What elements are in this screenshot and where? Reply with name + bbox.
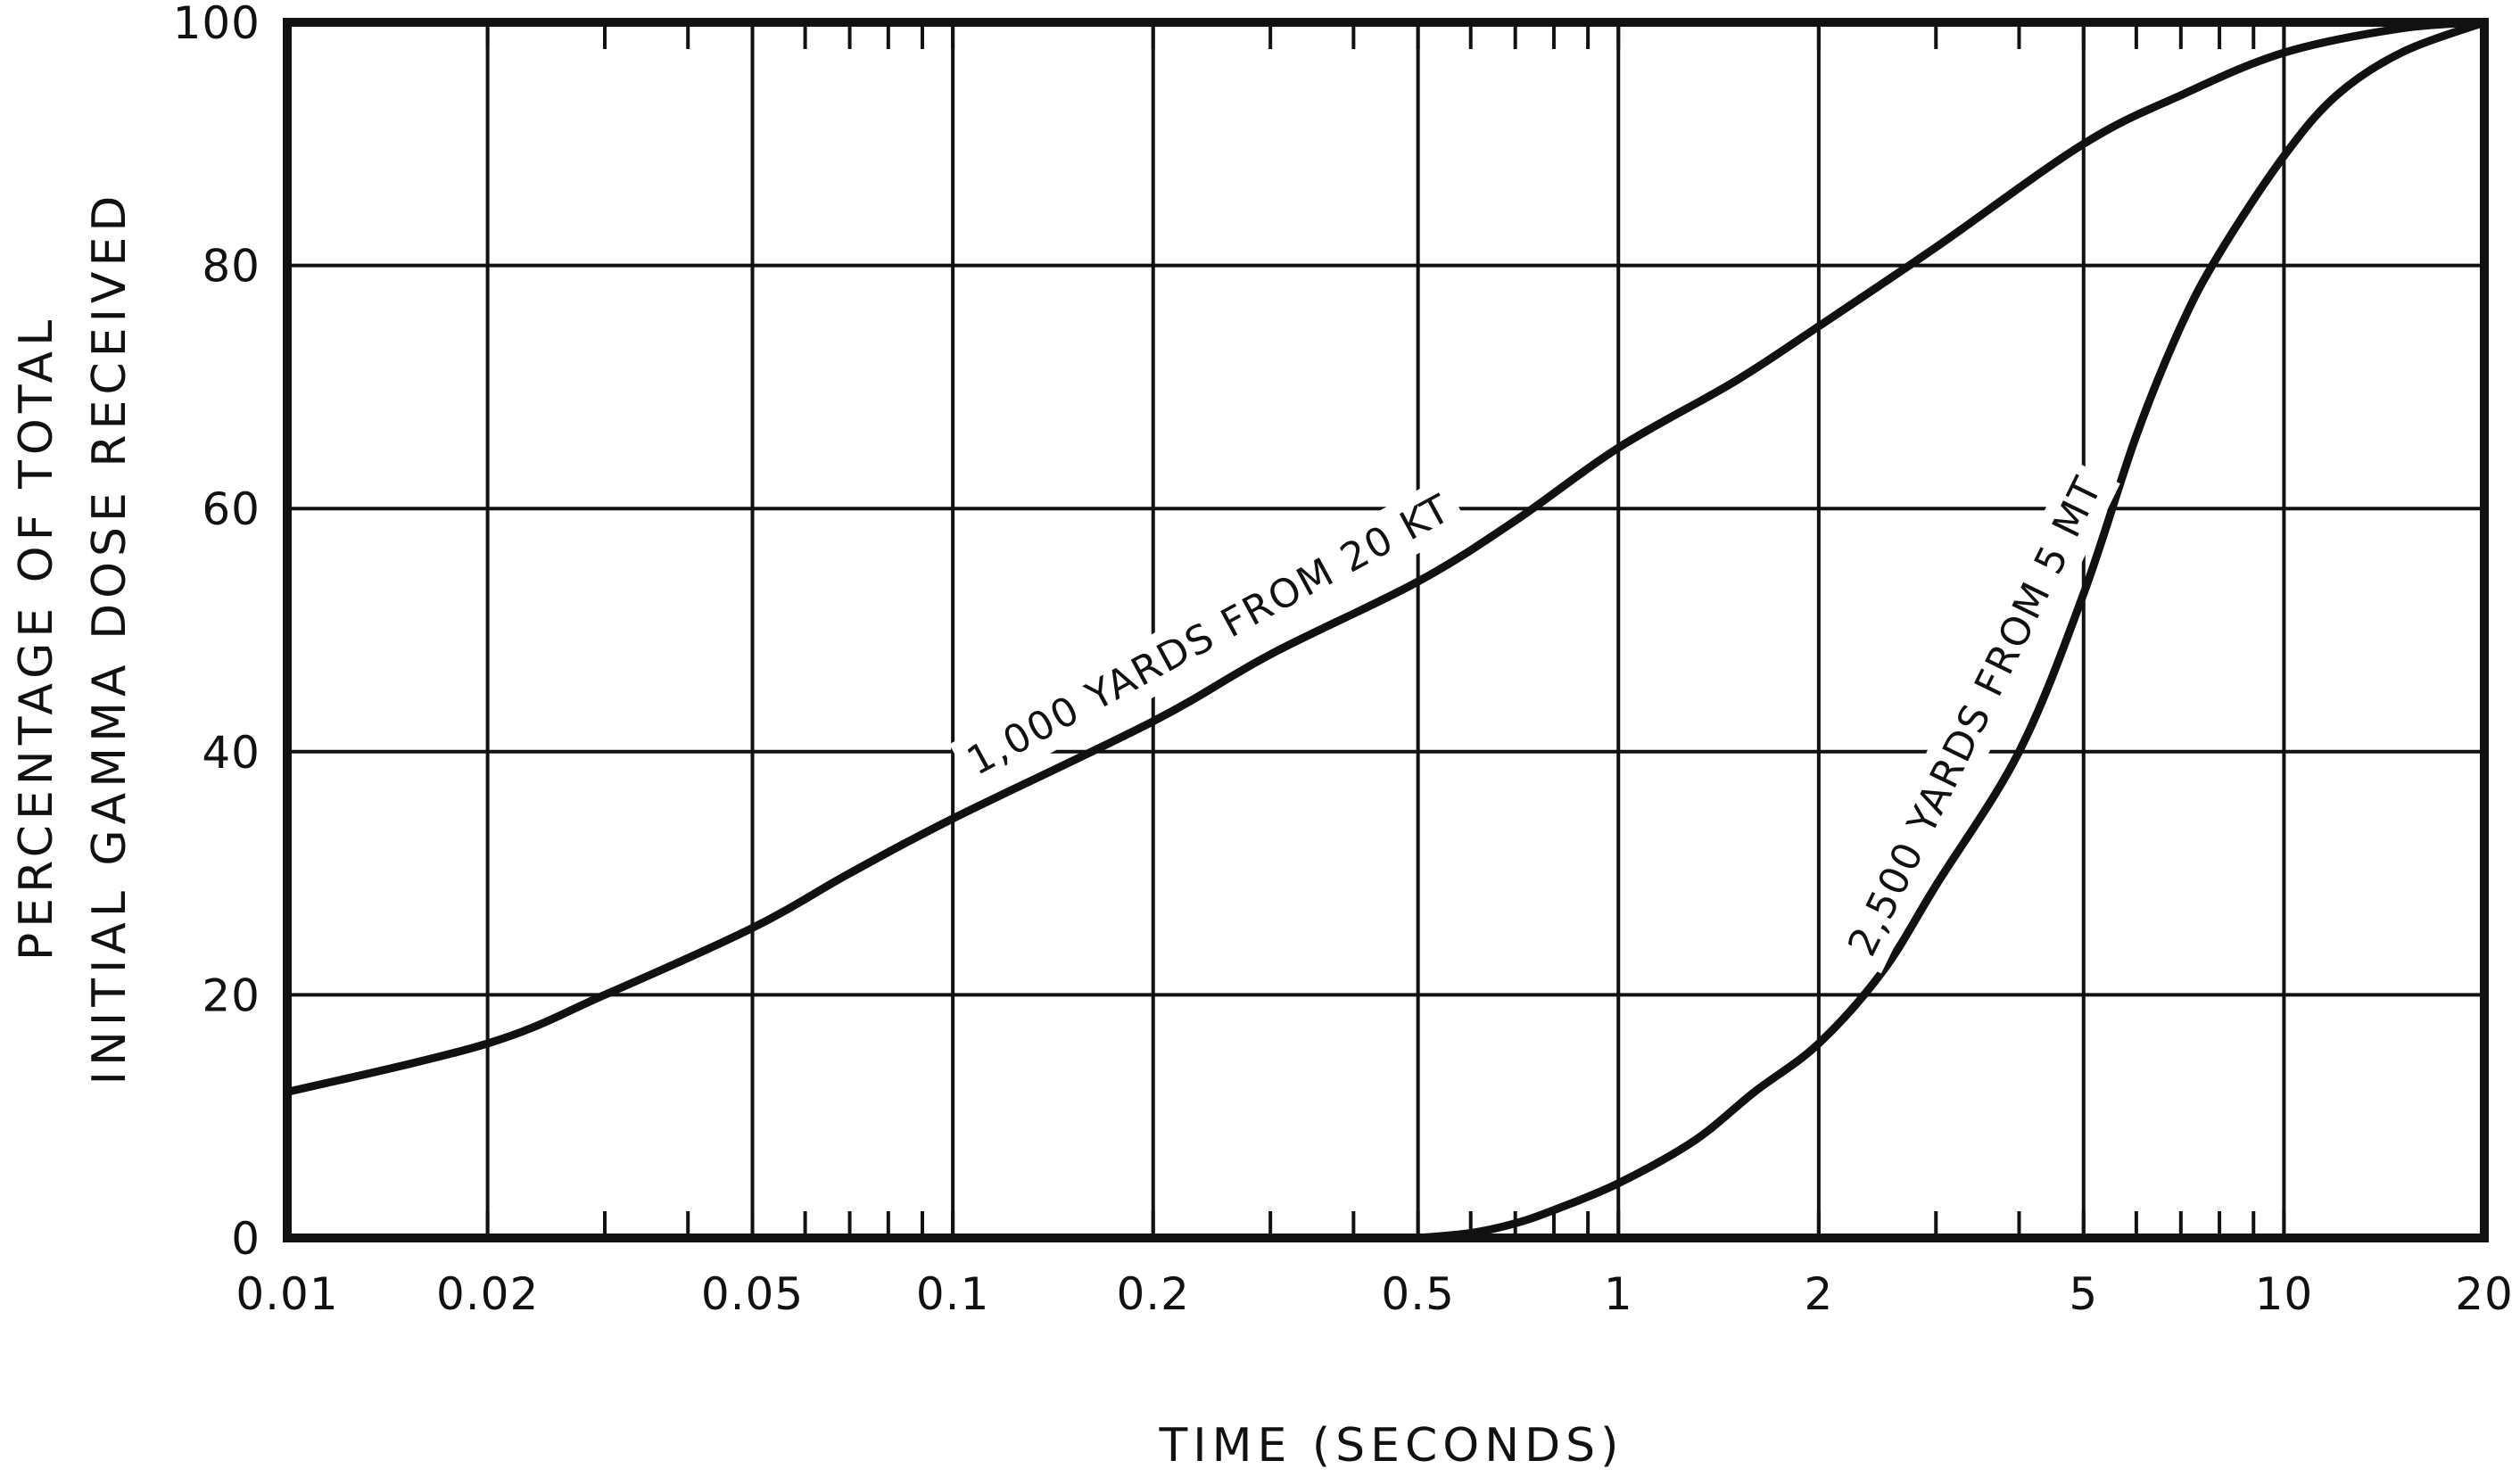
x-axis-title: TIME (SECONDS) (1159, 1419, 1624, 1473)
y-tick-label: 60 (202, 483, 260, 535)
curve-2500-yards-5mt (1414, 18, 2489, 1242)
curve-1000-yards-20kt (283, 18, 2489, 1096)
x-tick-label: 0.2 (1116, 1268, 1190, 1320)
y-tick-label: 80 (202, 241, 260, 293)
minor-ticks (285, 22, 2486, 1238)
x-tick-label: 0.1 (916, 1268, 990, 1320)
x-tick-label: 0.01 (235, 1268, 338, 1320)
curve-label-group: 2,500 YARDS FROM 5 MT (1830, 458, 2120, 974)
curves (283, 18, 2489, 1242)
y-tick-label: 100 (173, 0, 260, 49)
x-tick-labels: 0.01 0.02 0.05 0.1 0.2 0.5 1 2 5 10 20 (235, 1268, 2514, 1320)
plot-frame (283, 18, 2489, 1242)
grid-lines (285, 21, 2486, 1240)
x-tick-label: 1 (1604, 1268, 1633, 1320)
curve-label: 1,000 YARDS FROM 20 KT (960, 485, 1458, 784)
x-tick-label: 20 (2455, 1268, 2514, 1320)
x-tick-label: 5 (2069, 1268, 2098, 1320)
x-tick-label: 0.5 (1381, 1268, 1455, 1320)
curve-label: 2,500 YARDS FROM 5 MT (1839, 469, 2111, 963)
y-tick-label: 0 (231, 1213, 260, 1265)
x-tick-label: 0.05 (701, 1268, 804, 1320)
y-tick-label: 20 (202, 970, 260, 1021)
y-axis-title-line-1: PERCENTAGE OF TOTAL (10, 315, 63, 961)
y-tick-label: 40 (202, 727, 260, 779)
x-tick-label: 2 (1804, 1268, 1833, 1320)
curve-label-background (949, 476, 1469, 794)
x-tick-label: 0.02 (436, 1268, 539, 1320)
y-tick-labels: 0 20 40 60 80 100 (173, 0, 260, 1265)
curve-label-background (1830, 458, 2120, 974)
x-tick-label: 10 (2255, 1268, 2314, 1320)
y-axis-title-line-2: INITIAL GAMMA DOSE RECEIVED (83, 191, 136, 1085)
curve-labels: 1,000 YARDS FROM 20 KT 2,500 YARDS FROM 5… (949, 458, 2120, 974)
curve-label-group: 1,000 YARDS FROM 20 KT (949, 476, 1469, 794)
